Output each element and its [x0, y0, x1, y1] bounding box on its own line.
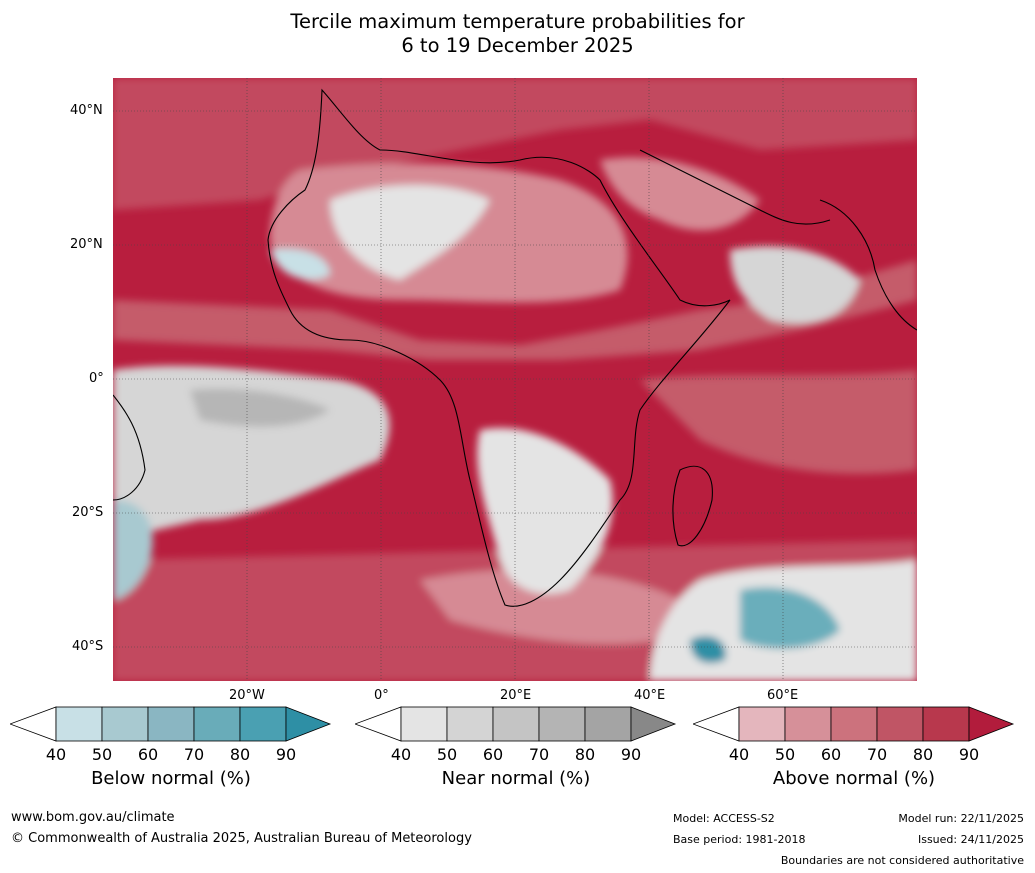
base-period-text: Base period: 1981-2018: [673, 833, 806, 846]
madagascar-coastline: [672, 465, 713, 547]
colorbar-above-seg-1: [738, 706, 786, 742]
below-tick-80: 80: [229, 745, 251, 764]
lat-label-40n: 40°N: [70, 103, 103, 118]
coastlines: [113, 88, 917, 607]
below-tick-90: 90: [275, 745, 297, 764]
colorbar-below-seg-4: [193, 706, 241, 742]
lon-label-0: 0°: [374, 688, 389, 703]
above-tick-50: 50: [774, 745, 796, 764]
colorbar-below-seg-2: [101, 706, 149, 742]
indian-ocean-teal: [740, 587, 840, 649]
near-tick-50: 50: [436, 745, 458, 764]
lat-label-eq: 0°: [89, 371, 104, 386]
africa-coastline: [267, 88, 731, 607]
below-tick-50: 50: [91, 745, 113, 764]
colorbar-below-seg-5: [239, 706, 287, 742]
above-tick-70: 70: [866, 745, 888, 764]
issued-text: Issued: 24/11/2025: [917, 833, 1024, 846]
near-tick-80: 80: [574, 745, 596, 764]
colorbar-below-max-extend: [285, 706, 332, 742]
west-sahara-grey: [330, 185, 490, 280]
lat-label-40s: 40°S: [72, 639, 104, 654]
above-tick-60: 60: [820, 745, 842, 764]
indian-ocean-patch: [640, 370, 917, 474]
map-title: Tercile maximum temperature probabilitie…: [0, 10, 1035, 58]
colorbar-above-seg-5: [922, 706, 970, 742]
colorbar-near-min-extend: [355, 706, 402, 742]
map-field: [113, 78, 917, 681]
disclaimer-text: Boundaries are not considered authoritat…: [780, 854, 1024, 867]
above-tick-90: 90: [958, 745, 980, 764]
arabian-sea-grey: [730, 246, 860, 324]
near-normal-label: Near normal (%): [441, 768, 591, 789]
lat-label-20n: 20°N: [70, 237, 103, 252]
gridlines: [113, 78, 917, 681]
colorbar-near-seg-4: [538, 706, 586, 742]
colorbar-near-seg-3: [492, 706, 540, 742]
above-tick-40: 40: [728, 745, 750, 764]
colorbar-above-seg-3: [830, 706, 878, 742]
near-tick-70: 70: [528, 745, 550, 764]
model-text: Model: ACCESS-S2: [673, 812, 775, 825]
website-link[interactable]: www.bom.gov.au/climate: [11, 810, 175, 825]
west-africa-teal: [270, 248, 330, 280]
below-normal-label: Below normal (%): [91, 768, 251, 789]
colorbar-below-seg-3: [147, 706, 195, 742]
colorbar-near-seg-1: [400, 706, 448, 742]
title-line-2: 6 to 19 December 2025: [401, 34, 634, 57]
india-coastline: [819, 199, 917, 331]
colorbar-above-min-extend: [693, 706, 740, 742]
colorbar-above-seg-2: [784, 706, 832, 742]
below-tick-70: 70: [183, 745, 205, 764]
sahel-band: [113, 260, 917, 360]
below-tick-60: 60: [137, 745, 159, 764]
colorbar-near: [355, 706, 677, 742]
colorbar-near-seg-2: [446, 706, 494, 742]
near-tick-60: 60: [482, 745, 504, 764]
lon-label-60e: 60°E: [767, 688, 799, 703]
near-tick-90: 90: [620, 745, 642, 764]
colorbar-above-seg-4: [876, 706, 924, 742]
probability-map: [113, 78, 917, 681]
colorbar-near-max-extend: [630, 706, 677, 742]
above-tick-80: 80: [912, 745, 934, 764]
colorbar-above-max-extend: [968, 706, 1015, 742]
lon-label-40e: 40°E: [634, 688, 666, 703]
teal-core: [690, 636, 726, 664]
model-run-text: Model run: 22/11/2025: [898, 812, 1024, 825]
copyright-text: © Commonwealth of Australia 2025, Austra…: [11, 831, 472, 846]
arabia-coastline: [639, 149, 831, 225]
southern-africa-grey: [477, 428, 613, 594]
colorbar-below-min-extend: [10, 706, 57, 742]
south-atlantic-pink: [420, 569, 680, 644]
arabia-pink: [600, 157, 760, 231]
colorbar-above: [693, 706, 1015, 742]
colorbar-below: [10, 706, 332, 742]
lon-label-20w: 20°W: [229, 688, 265, 703]
atlantic-dark-grey: [190, 388, 330, 427]
below-tick-40: 40: [45, 745, 67, 764]
south-america-coastline: [113, 394, 146, 501]
south-atlantic-teal: [113, 500, 153, 600]
colorbar-near-seg-5: [584, 706, 632, 742]
colorbar-below-seg-1: [55, 706, 103, 742]
near-tick-40: 40: [390, 745, 412, 764]
above-normal-label: Above normal (%): [772, 768, 936, 789]
lat-label-20s: 20°S: [72, 505, 104, 520]
title-line-1: Tercile maximum temperature probabilitie…: [290, 10, 745, 33]
lon-label-20e: 20°E: [500, 688, 532, 703]
